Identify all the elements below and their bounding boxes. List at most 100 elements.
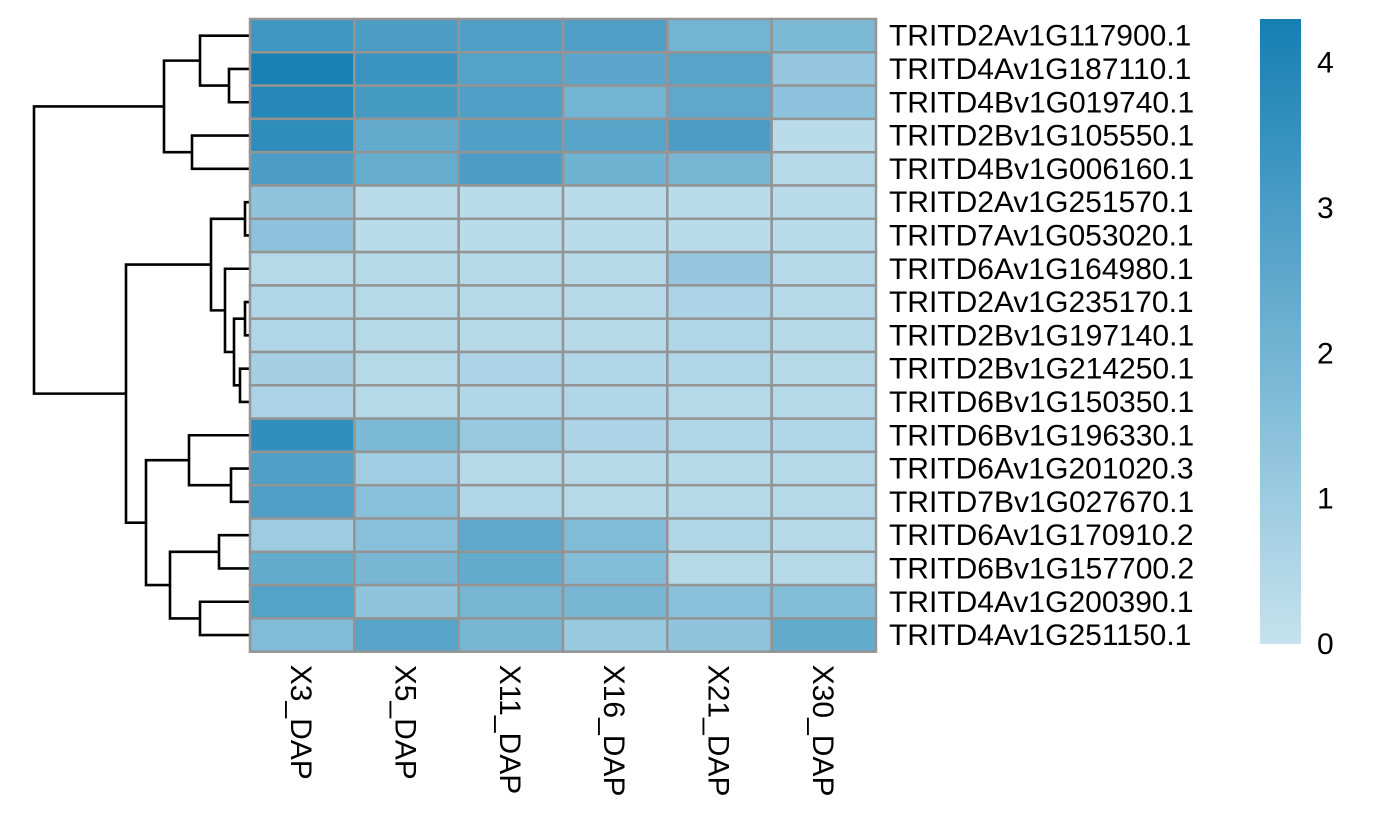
heatmap-cell (248, 583, 356, 620)
heatmap-cell (666, 450, 773, 487)
heatmap-cell (666, 317, 773, 354)
heatmap-cell (770, 617, 878, 653)
dendrogram-branch (217, 533, 250, 570)
heatmap-cell (770, 84, 878, 121)
heatmap-cell (561, 217, 669, 254)
row-label: TRITD2Av1G117900.1 (889, 20, 1191, 53)
row-label: TRITD4Bv1G019740.1 (889, 86, 1194, 119)
heatmap-cell (353, 84, 460, 121)
heatmap-cell (770, 250, 878, 287)
row-label: TRITD6Av1G201020.3 (889, 453, 1194, 486)
heatmap-cell (248, 17, 356, 54)
dendrogram-branch (168, 550, 219, 620)
heatmap-cell (666, 150, 773, 187)
column-label: X21_DAP (701, 665, 734, 797)
row-label: TRITD4Bv1G006160.1 (889, 153, 1194, 186)
heatmap-cell (457, 250, 565, 287)
heatmap-cell (353, 150, 460, 187)
heatmap-cell (457, 184, 565, 221)
column-label: X30_DAP (806, 665, 839, 797)
dendrogram-branch (198, 34, 250, 87)
heatmap-cells (248, 17, 878, 653)
heatmap-cell (666, 417, 773, 454)
heatmap-cell (353, 51, 460, 87)
heatmap-cell (561, 84, 669, 121)
heatmap-cell (770, 483, 878, 520)
heatmap-cell (248, 117, 356, 154)
heatmap-cell (770, 317, 878, 354)
heatmap-cell (248, 617, 356, 653)
heatmap-cell (561, 17, 669, 54)
heatmap-cell (666, 284, 773, 320)
heatmap-cell (561, 51, 669, 87)
row-label: TRITD2Bv1G214250.1 (889, 353, 1194, 386)
heatmap-cell (353, 384, 460, 420)
row-label: TRITD6Av1G164980.1 (889, 253, 1194, 286)
heatmap-cell (666, 117, 773, 154)
heatmap-cell (770, 517, 878, 554)
heatmap-cell (353, 217, 460, 254)
heatmap-cell (770, 17, 878, 54)
row-label: TRITD6Bv1G196330.1 (889, 419, 1194, 452)
heatmap-cell (353, 284, 460, 320)
heatmap-cell (353, 350, 460, 387)
heatmap-cell (353, 417, 460, 454)
heatmap-cell (561, 317, 669, 354)
heatmap-cell (561, 384, 669, 420)
dendrogram-branch (187, 433, 250, 487)
heatmap-cell (248, 51, 356, 87)
legend-tick-label: 3 (1317, 192, 1334, 225)
heatmap-cell (457, 17, 565, 54)
heatmap-cell (457, 317, 565, 354)
heatmap-cell (770, 417, 878, 454)
heatmap-cell (248, 417, 356, 454)
heatmap-cell (561, 117, 669, 154)
heatmap-cell (770, 350, 878, 387)
legend-tick-labels: 0 1 2 3 4 (1317, 47, 1334, 661)
heatmap-cell (248, 350, 356, 387)
heatmap-cell (353, 550, 460, 587)
heatmap-cell (457, 617, 565, 653)
heatmap-cell (666, 384, 773, 420)
dendrogram-branch (209, 217, 245, 312)
heatmap-cell (666, 51, 773, 87)
color-legend-bar (1260, 19, 1301, 644)
heatmap-cell (457, 284, 565, 320)
heatmap-cell (248, 550, 356, 587)
heatmap-cell (353, 117, 460, 154)
heatmap-cell (561, 150, 669, 187)
color-legend: 0 1 2 3 4 (1260, 19, 1334, 661)
heatmap-cell (770, 184, 878, 221)
legend-tick-label: 2 (1317, 337, 1334, 370)
dendrogram-branch (238, 367, 250, 404)
heatmap-cell (353, 184, 460, 221)
legend-tick-label: 1 (1317, 483, 1334, 516)
heatmap-cell (770, 51, 878, 87)
heatmap-cell (666, 350, 773, 387)
dendrogram-branch (229, 467, 250, 504)
heatmap-cell (561, 250, 669, 287)
heatmap-cell (561, 550, 669, 587)
row-label: TRITD6Bv1G157700.2 (889, 552, 1194, 585)
heatmap-cell (770, 150, 878, 187)
heatmap-cell (353, 617, 460, 653)
row-label: TRITD2Bv1G105550.1 (889, 120, 1194, 153)
legend-tick-label: 4 (1317, 47, 1334, 80)
column-label: X16_DAP (597, 665, 630, 797)
heatmap-cell (770, 284, 878, 320)
dendrogram-branch (227, 67, 250, 104)
heatmap-cell (770, 450, 878, 487)
row-label: TRITD6Bv1G150350.1 (889, 386, 1194, 419)
heatmap-cell (457, 51, 565, 87)
dendrogram-branch (162, 59, 200, 154)
heatmap-cell (248, 450, 356, 487)
row-label: TRITD7Bv1G027670.1 (889, 486, 1194, 519)
heatmap-cell (353, 483, 460, 520)
row-label: TRITD4Av1G251150.1 (889, 619, 1191, 652)
column-label: X11_DAP (493, 665, 526, 795)
dendrogram-branch (32, 105, 164, 395)
heatmap-cell (248, 250, 356, 287)
heatmap-cell (561, 350, 669, 387)
heatmap-cell (248, 284, 356, 320)
